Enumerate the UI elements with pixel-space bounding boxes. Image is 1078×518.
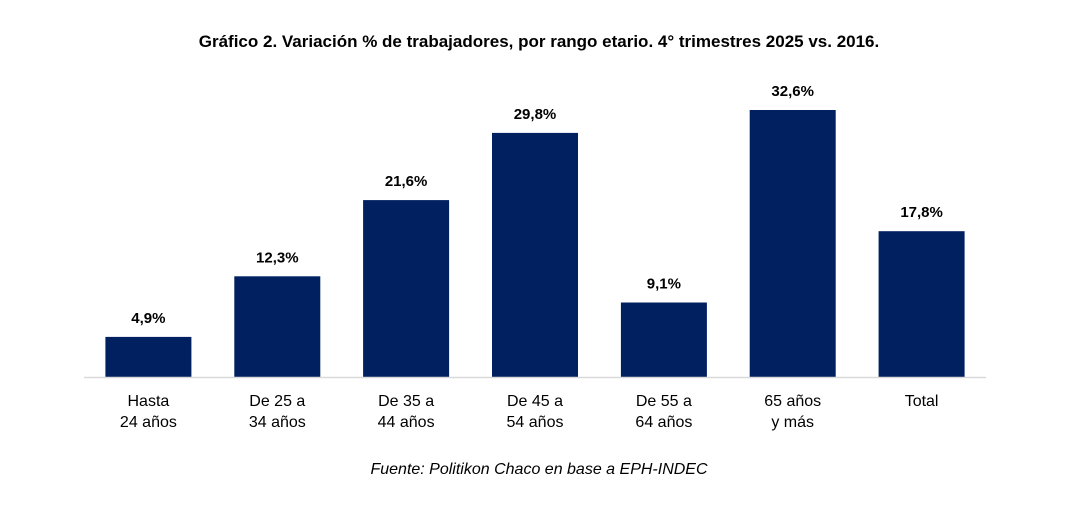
bar xyxy=(234,276,321,377)
category-label: De 25 a 34 años xyxy=(249,393,306,431)
bar xyxy=(363,200,450,377)
category-label: De 35 a 44 años xyxy=(378,393,435,431)
data-label: 12,3% xyxy=(256,249,299,266)
data-label: 21,6% xyxy=(385,173,428,190)
category-label: De 45 a 54 años xyxy=(507,393,564,431)
data-label: 29,8% xyxy=(514,106,557,123)
category-label: Total xyxy=(905,393,939,410)
bar xyxy=(749,110,836,377)
chart-title: Gráfico 2. Variación % de trabajadores, … xyxy=(198,32,880,51)
data-label: 4,9% xyxy=(131,310,165,327)
data-label: 17,8% xyxy=(900,204,943,221)
category-label: 65 años y más xyxy=(764,393,821,431)
data-label: 9,1% xyxy=(647,276,681,293)
bar xyxy=(620,302,707,377)
bar xyxy=(492,132,578,377)
category-label: Hasta 24 años xyxy=(120,393,177,431)
data-label: 32,6% xyxy=(771,83,814,100)
bar xyxy=(878,231,965,377)
bar xyxy=(105,336,192,377)
category-label: De 55 a 64 años xyxy=(635,393,692,431)
chart-source: Fuente: Politikon Chaco en base a EPH-IN… xyxy=(370,461,708,478)
